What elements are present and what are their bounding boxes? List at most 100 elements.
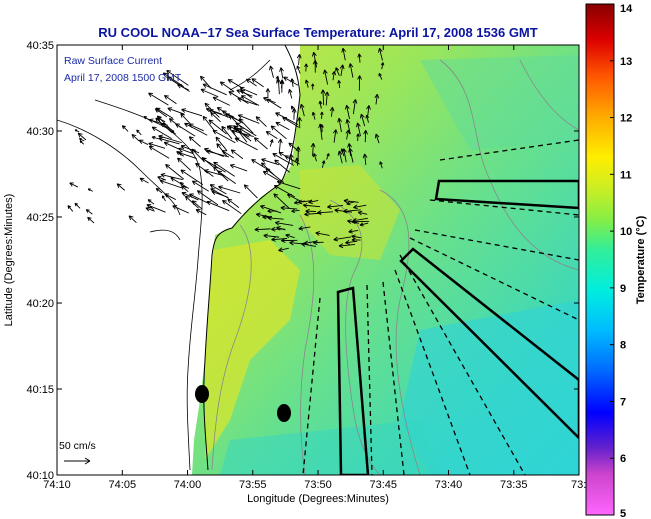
- current-vector: [78, 138, 85, 142]
- current-vector: [280, 238, 298, 243]
- current-vector: [348, 147, 354, 163]
- current-vector: [269, 65, 274, 78]
- current-vector: [227, 79, 243, 89]
- current-vector: [274, 159, 290, 173]
- current-vector: [206, 200, 230, 212]
- current-vector: [346, 201, 356, 206]
- current-vector: [312, 153, 317, 162]
- current-vector: [322, 69, 329, 85]
- annotation-current-time: April 17, 2008 1500 GMT: [64, 72, 182, 84]
- current-vector: [269, 139, 274, 147]
- current-vector: [277, 138, 283, 154]
- current-vector: [253, 137, 268, 150]
- current-vector: [378, 47, 383, 61]
- current-vector: [315, 231, 330, 236]
- current-vector: [321, 160, 326, 168]
- current-vector: [158, 134, 183, 144]
- current-vector: [87, 188, 93, 192]
- current-vector: [380, 62, 385, 70]
- current-vector: [260, 162, 275, 176]
- current-vector: [342, 148, 347, 163]
- current-vector: [291, 208, 300, 213]
- x-axis-label: Longitude (Degrees:Minutes): [247, 493, 389, 505]
- current-vector: [148, 92, 169, 106]
- current-vector: [222, 199, 242, 215]
- current-vector: [298, 225, 311, 231]
- current-vector: [276, 226, 286, 231]
- current-vector: [311, 83, 315, 90]
- current-vector: [157, 117, 166, 123]
- current-vector: [177, 157, 192, 171]
- current-vector: [288, 88, 293, 99]
- current-vector: [359, 222, 369, 227]
- current-vector: [172, 205, 190, 214]
- current-vector: [243, 184, 258, 199]
- colorbar: [585, 3, 615, 516]
- current-vector: [189, 193, 208, 204]
- current-vector: [128, 215, 137, 224]
- current-vector: [255, 116, 267, 127]
- colorbar-tick-label: 10: [620, 226, 632, 238]
- current-vector: [317, 210, 333, 215]
- current-vector: [345, 129, 351, 140]
- current-vector: [218, 185, 241, 194]
- current-vector: [168, 118, 182, 129]
- y-tick-label: 40:15: [26, 384, 54, 396]
- current-vector: [335, 67, 340, 76]
- current-vector: [227, 198, 240, 208]
- current-vector: [357, 53, 362, 63]
- current-vector: [166, 69, 189, 86]
- x-tick-label: 74:05: [109, 479, 137, 491]
- current-vector: [329, 106, 335, 117]
- current-vector: [155, 187, 163, 194]
- current-vector: [266, 98, 282, 109]
- current-vector: [211, 190, 229, 198]
- current-vector: [267, 208, 278, 214]
- current-vector: [234, 137, 258, 151]
- current-vector: [167, 107, 185, 115]
- x-tick-label: 73:55: [239, 479, 267, 491]
- current-vector: [201, 157, 214, 168]
- current-vector: [290, 78, 295, 88]
- current-vector: [275, 121, 290, 131]
- current-vector: [362, 153, 368, 165]
- current-vector: [163, 94, 177, 105]
- current-vector: [181, 108, 203, 117]
- current-vector: [221, 110, 244, 124]
- y-tick-label: 40:10: [26, 470, 54, 482]
- current-vector: [131, 133, 140, 142]
- current-vector: [213, 166, 229, 182]
- warm-patch-coastal: [205, 240, 300, 460]
- colorbar-label: Temperature (°C): [635, 215, 647, 304]
- current-vector: [379, 161, 383, 169]
- current-vector: [273, 193, 290, 209]
- colorbar-tick-label: 8: [620, 340, 626, 352]
- x-tick-label: 73:45: [369, 479, 397, 491]
- buoy-marker-1: [195, 385, 209, 403]
- current-vector: [297, 199, 312, 205]
- chart-title: RU COOL NOAA−17 Sea Surface Temperature:…: [98, 25, 537, 40]
- current-vector: [158, 136, 180, 145]
- current-vector: [310, 142, 316, 157]
- current-vector: [311, 111, 316, 120]
- current-vector: [320, 89, 326, 106]
- current-vector: [299, 103, 305, 117]
- current-vector: [351, 234, 361, 239]
- current-vector: [273, 184, 295, 198]
- y-tick-label: 40:25: [26, 212, 54, 224]
- plot-area: [57, 45, 579, 475]
- current-vector: [338, 243, 356, 249]
- current-vector: [202, 83, 227, 96]
- current-vector: [304, 79, 309, 88]
- colorbar-tick-label: 12: [620, 113, 632, 125]
- x-tick-label: 73:50: [304, 479, 332, 491]
- coastline: [203, 45, 301, 471]
- current-vector: [331, 70, 337, 81]
- current-vector: [353, 204, 367, 210]
- current-vector: [212, 130, 236, 144]
- current-vector: [161, 195, 166, 202]
- current-vector: [171, 130, 176, 135]
- current-vector: [343, 208, 361, 214]
- current-vector: [245, 78, 257, 87]
- current-vector: [237, 114, 260, 124]
